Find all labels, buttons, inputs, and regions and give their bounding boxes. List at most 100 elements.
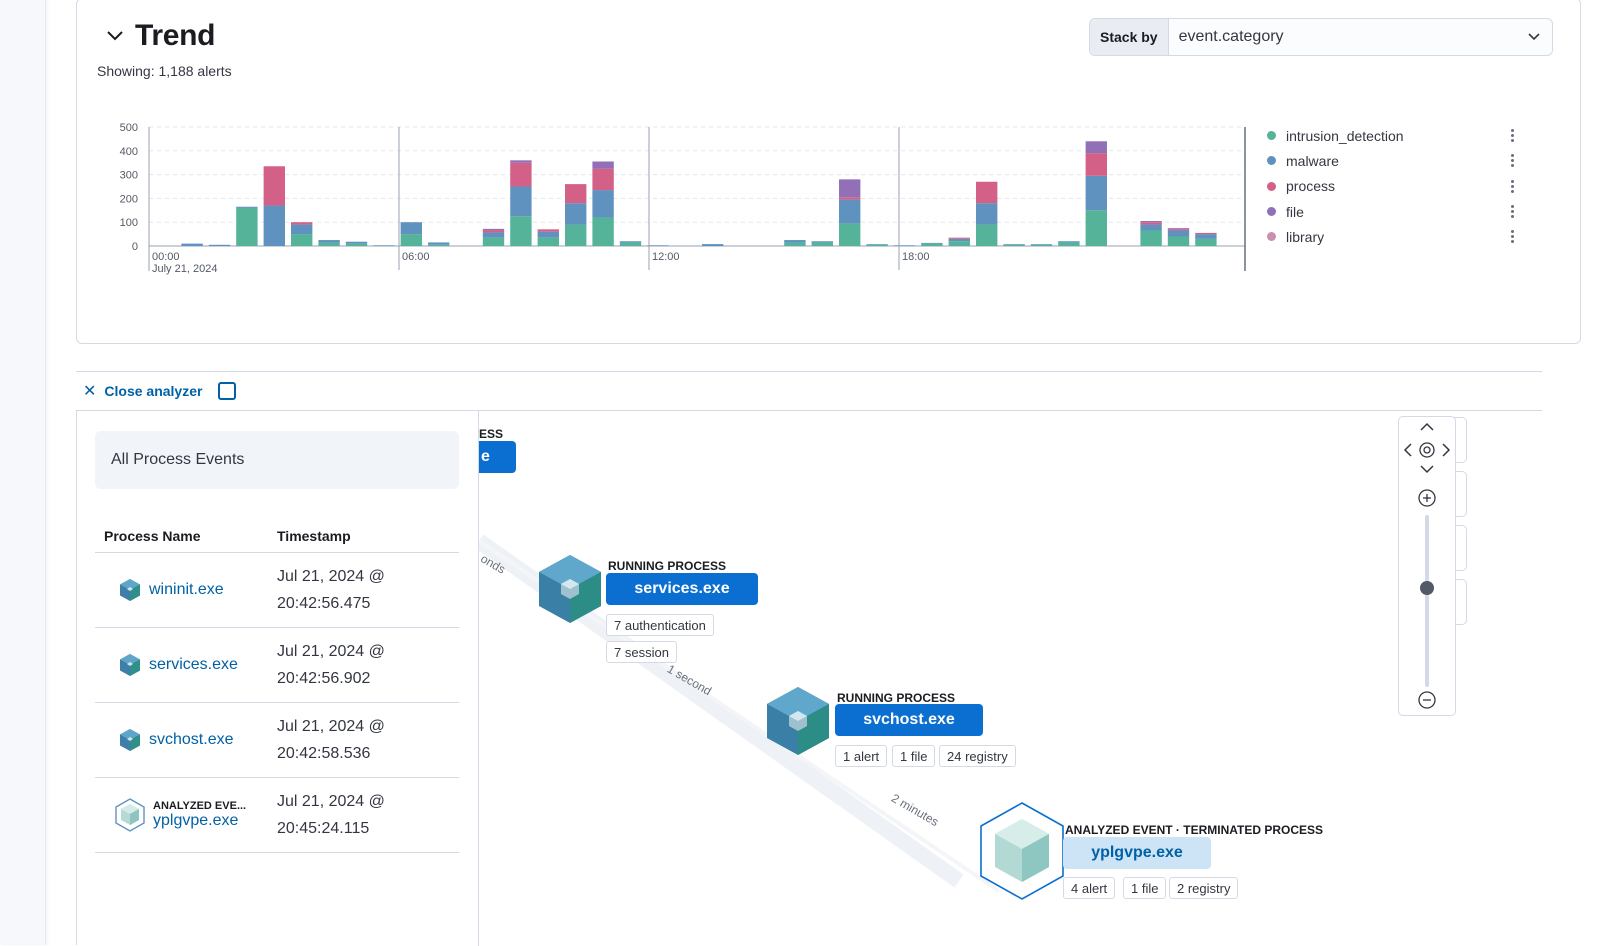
x-tick-label: 12:00 bbox=[652, 251, 680, 263]
column-process-name[interactable]: Process Name bbox=[104, 527, 201, 544]
related-events-pill[interactable]: 7 authentication bbox=[606, 614, 714, 636]
chart-bar-segment bbox=[565, 224, 587, 246]
zoom-in-icon[interactable] bbox=[1418, 489, 1436, 507]
chart-bar-segment bbox=[263, 166, 285, 206]
related-events-pill[interactable]: 4 alert bbox=[1063, 877, 1116, 899]
chart-bar-segment bbox=[181, 243, 203, 246]
services-node-cube-icon[interactable] bbox=[537, 553, 603, 625]
timestamp-cell: Jul 21, 2024 @ 20:42:58.536 bbox=[277, 713, 459, 767]
chart-bar-segment bbox=[1085, 153, 1107, 176]
table-header: Process Name Timestamp bbox=[95, 519, 459, 553]
related-events-pill[interactable]: 2 registry bbox=[1169, 877, 1239, 899]
chart-bar-segment bbox=[510, 160, 532, 163]
x-tick-label: 00:00 bbox=[152, 251, 180, 263]
zoom-slider-thumb[interactable] bbox=[1420, 581, 1434, 595]
related-events-pill[interactable]: 1 alert bbox=[835, 745, 888, 767]
process-link[interactable]: svchost.exe bbox=[149, 731, 234, 748]
chart-bar-segment bbox=[482, 237, 505, 246]
chart-bar-segment bbox=[428, 244, 450, 246]
chart-bar-segment bbox=[1140, 230, 1162, 246]
more-options-icon[interactable] bbox=[1507, 179, 1517, 193]
process-name-cell: services.exe bbox=[95, 653, 277, 677]
chart-bar-segment bbox=[1030, 244, 1053, 246]
node-button-services[interactable]: services.exe bbox=[606, 573, 758, 605]
related-events-pill[interactable]: 24 registry bbox=[939, 745, 1016, 767]
analyzed-node-cube-icon[interactable] bbox=[979, 801, 1065, 901]
legend-item[interactable]: process bbox=[1267, 174, 1517, 199]
chart-bar-segment bbox=[1167, 228, 1190, 230]
timestamp-time: 20:45:24.115 bbox=[277, 820, 370, 837]
chevron-down-icon[interactable] bbox=[105, 26, 125, 46]
center-target-icon[interactable] bbox=[1419, 442, 1435, 458]
process-cube-icon bbox=[120, 654, 140, 676]
x-date-label: July 21, 2024 bbox=[152, 263, 217, 275]
chart-bar-segment bbox=[291, 222, 313, 225]
related-events-pill[interactable]: 1 file bbox=[1123, 877, 1167, 899]
chart-bar-segment bbox=[400, 234, 422, 246]
node-button-yplgvpe[interactable]: yplgvpe.exe bbox=[1063, 837, 1211, 869]
fullscreen-icon[interactable] bbox=[218, 382, 237, 400]
timestamp-cell: Jul 21, 2024 @ 20:42:56.475 bbox=[277, 563, 459, 617]
y-tick-label: 200 bbox=[120, 193, 138, 205]
chart-bar-segment bbox=[345, 241, 368, 244]
pan-right-icon[interactable] bbox=[1442, 443, 1451, 457]
trend-panel: Trend Showing: 1,188 alerts Stack by eve… bbox=[76, 0, 1581, 344]
x-tick-label: 18:00 bbox=[902, 251, 930, 263]
process-cube-icon bbox=[120, 579, 140, 601]
legend-item[interactable]: malware bbox=[1267, 148, 1517, 173]
legend-label: intrusion_detection bbox=[1286, 127, 1404, 144]
pan-down-icon[interactable] bbox=[1420, 465, 1434, 474]
more-options-icon[interactable] bbox=[1507, 230, 1517, 244]
chart-bar-segment bbox=[482, 230, 505, 233]
chart-bar-segment bbox=[1085, 175, 1107, 211]
chart-bar-segment bbox=[592, 161, 614, 169]
timestamp-time: 20:42:58.536 bbox=[277, 745, 371, 762]
more-options-icon[interactable] bbox=[1507, 205, 1517, 219]
more-options-icon[interactable] bbox=[1507, 129, 1517, 143]
legend-color-dot bbox=[1267, 207, 1276, 217]
close-analyzer-button[interactable]: Close analyzer bbox=[104, 383, 203, 399]
analyzed-cube-icon bbox=[115, 798, 145, 832]
svchost-node-cube-icon[interactable] bbox=[765, 685, 831, 757]
chart-bar-segment bbox=[921, 243, 943, 246]
trend-title: Trend bbox=[135, 19, 216, 52]
chart-bar-segment bbox=[811, 242, 833, 246]
chart-bar-segment bbox=[1167, 229, 1190, 231]
partial-node-button[interactable]: e bbox=[479, 441, 516, 473]
chart-bar-segment bbox=[537, 237, 559, 246]
node-button-svchost[interactable]: svchost.exe bbox=[835, 704, 983, 736]
y-tick-label: 400 bbox=[120, 146, 138, 158]
chart-bar-segment bbox=[976, 224, 998, 246]
chart-bar-segment bbox=[893, 245, 916, 246]
legend-item[interactable]: file bbox=[1267, 199, 1517, 224]
pan-up-icon[interactable] bbox=[1420, 422, 1434, 431]
more-options-icon[interactable] bbox=[1507, 154, 1517, 168]
process-link[interactable]: services.exe bbox=[149, 656, 238, 673]
zoom-slider-track[interactable] bbox=[1425, 515, 1429, 687]
legend-item[interactable]: intrusion_detection bbox=[1267, 123, 1517, 148]
analyzed-process: ANALYZED EVE... yplgvpe.exe bbox=[153, 800, 246, 830]
legend-item[interactable]: library bbox=[1267, 224, 1517, 249]
chart-bar-segment bbox=[565, 203, 587, 225]
zoom-out-icon[interactable] bbox=[1418, 691, 1436, 709]
chart-bar-segment bbox=[1195, 238, 1217, 246]
chart-bar-segment bbox=[866, 244, 888, 246]
pan-left-icon[interactable] bbox=[1403, 443, 1412, 457]
y-tick-label: 500 bbox=[120, 122, 138, 134]
chart-bar-segment bbox=[921, 242, 943, 244]
related-events-pill[interactable]: 1 file bbox=[892, 745, 936, 767]
legend-color-dot bbox=[1267, 232, 1276, 242]
chart-bar-segment bbox=[647, 245, 669, 246]
process-link[interactable]: wininit.exe bbox=[149, 581, 224, 598]
chart-bar-segment bbox=[428, 242, 450, 245]
chart-bar-segment bbox=[318, 240, 340, 243]
chart-bar-segment bbox=[400, 222, 422, 235]
related-events-pill[interactable]: 7 session bbox=[606, 641, 677, 663]
column-timestamp[interactable]: Timestamp bbox=[277, 527, 351, 544]
close-icon[interactable]: ✕ bbox=[83, 383, 97, 400]
process-link[interactable]: yplgvpe.exe bbox=[153, 812, 239, 829]
stack-by-label: Stack by bbox=[1090, 19, 1169, 55]
chart-bar-segment bbox=[1167, 230, 1190, 237]
stack-by-select[interactable]: Stack by event.category bbox=[1089, 18, 1553, 56]
process-graph[interactable]: ESS e onds RUNNING PROCESS services.exe … bbox=[479, 411, 1543, 946]
